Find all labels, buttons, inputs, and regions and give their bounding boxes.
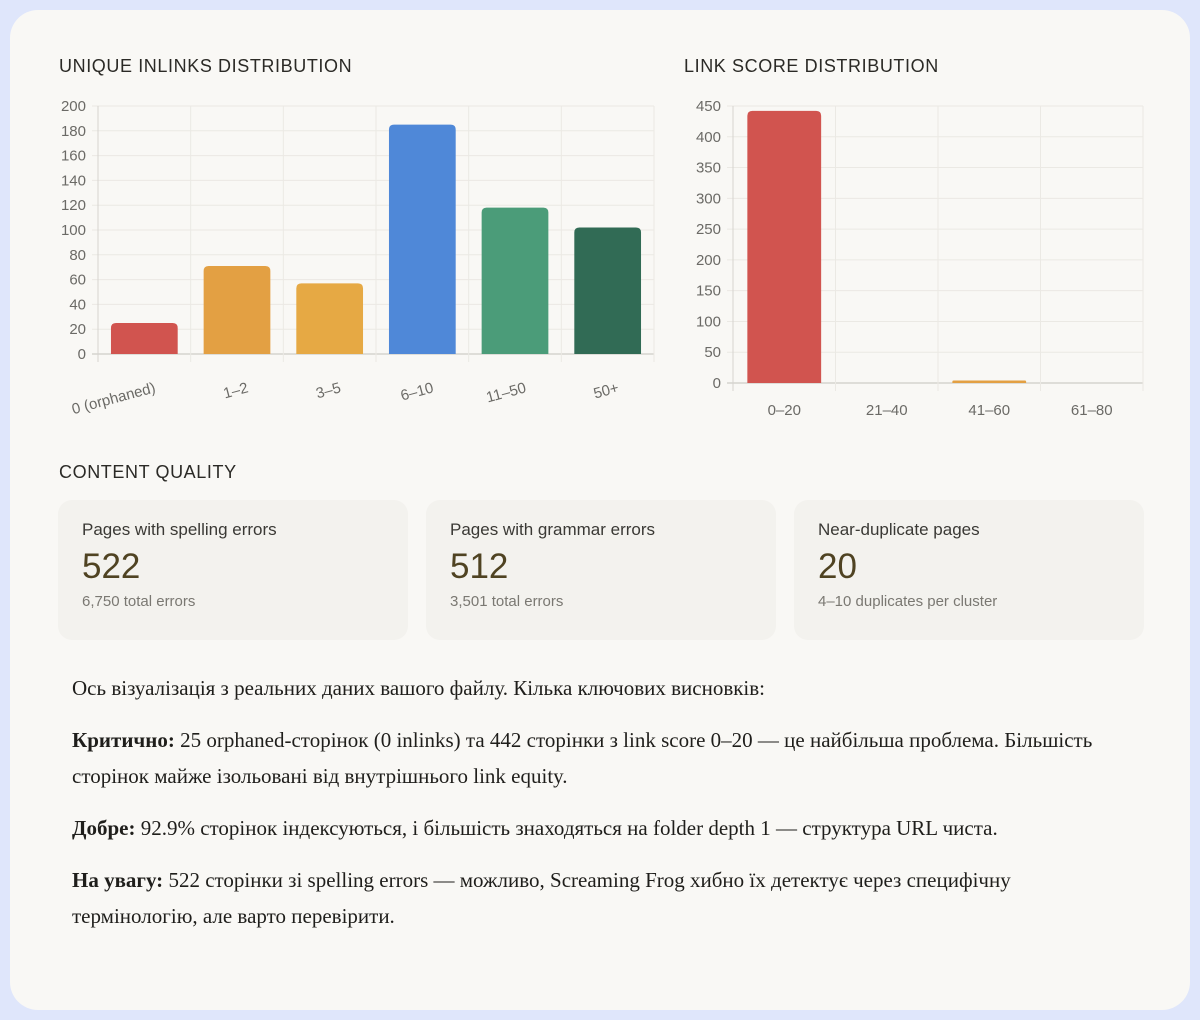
y-tick-label: 80: [69, 247, 86, 264]
x-tick-label: 21–40: [866, 402, 908, 419]
x-tick-label: 0–20: [768, 402, 801, 419]
bar: [388, 124, 456, 354]
content-quality-title: CONTENT QUALITY: [59, 462, 237, 482]
link-score-bar-chart: 0 50 100 150 200 250 300 350 400 450 0–20 21–40 41–6…: [696, 98, 1144, 419]
y-tick-label: 450: [696, 98, 721, 115]
bar: [110, 323, 178, 354]
grammar-errors-card: Pages with grammar errors 512 3,501 tota…: [426, 500, 776, 640]
bar: [747, 110, 822, 384]
y-tick-label: 140: [61, 172, 86, 189]
y-tick-label: 0: [713, 375, 721, 392]
y-tick-label: 200: [61, 98, 86, 115]
card-label: Pages with grammar errors: [450, 520, 656, 539]
point-text: 25 orphaned-сторінок (0 inlinks) та 442 …: [72, 728, 1093, 788]
y-tick-label: 250: [696, 221, 721, 238]
x-tick-label: 3–5: [314, 379, 343, 402]
card-value: 20: [818, 547, 857, 586]
summary-intro: Ось візуалізація з реальних даних вашого…: [72, 676, 766, 700]
content-quality-cards: Pages with spelling errors 522 6,750 tot…: [58, 500, 1144, 640]
summary-text: Ось візуалізація з реальних даних вашого…: [72, 670, 1132, 950]
spelling-errors-card: Pages with spelling errors 522 6,750 tot…: [58, 500, 408, 640]
link-score-chart-title: LINK SCORE DISTRIBUTION: [684, 56, 939, 76]
bar: [952, 380, 1027, 383]
summary-point-good: Добре: 92.9% сторінок індексуються, і бі…: [72, 810, 1132, 846]
y-tick-label: 100: [61, 222, 86, 239]
point-label: Критично:: [72, 728, 175, 752]
y-tick-label: 350: [696, 160, 721, 177]
point-text: 92.9% сторінок індексуються, і більшість…: [135, 816, 998, 840]
y-tick-label: 150: [696, 283, 721, 300]
bar: [481, 207, 549, 354]
y-tick-label: 400: [696, 129, 721, 146]
y-tick-label: 20: [69, 321, 86, 338]
card-value: 522: [82, 547, 141, 586]
x-tick-label: 61–80: [1071, 402, 1113, 419]
y-tick-label: 60: [69, 272, 86, 289]
x-tick-label: 41–60: [968, 402, 1010, 419]
bar: [203, 265, 271, 354]
bar: [296, 283, 364, 354]
summary-point-attention: На увагу: 522 сторінки зі spelling error…: [72, 862, 1132, 934]
y-tick-label: 200: [696, 252, 721, 269]
y-tick-label: 160: [61, 148, 86, 165]
inlinks-chart-title: UNIQUE INLINKS DISTRIBUTION: [59, 56, 353, 76]
y-tick-label: 120: [61, 197, 86, 214]
summary-point-critical: Критично: 25 orphaned-сторінок (0 inlink…: [72, 722, 1132, 794]
card-value: 512: [450, 547, 509, 586]
y-tick-label: 40: [69, 296, 86, 313]
card-label: Near-duplicate pages: [818, 520, 980, 539]
point-label: Добре:: [72, 816, 136, 840]
card-subtext: 4–10 duplicates per cluster: [818, 592, 998, 610]
y-tick-label: 0: [78, 346, 86, 363]
content-frame: UNIQUE INLINKS DISTRIBUTION 0 20 40 60 80 100…: [10, 10, 1190, 1010]
point-label: На увагу:: [72, 868, 164, 892]
y-tick-label: 50: [704, 344, 721, 361]
x-tick-label: 50+: [592, 379, 621, 402]
card-label: Pages with spelling errors: [82, 520, 277, 539]
y-tick-label: 300: [696, 190, 721, 207]
card-subtext: 6,750 total errors: [82, 592, 196, 610]
point-text: 522 сторінки зі spelling errors — можлив…: [72, 868, 1011, 928]
bar: [574, 227, 642, 354]
x-tick-label: 1–2: [221, 379, 250, 402]
y-tick-label: 180: [61, 123, 86, 140]
near-duplicate-card: Near-duplicate pages 20 4–10 duplicates …: [794, 500, 1144, 640]
y-tick-label: 100: [696, 313, 721, 330]
card-subtext: 3,501 total errors: [450, 592, 564, 610]
